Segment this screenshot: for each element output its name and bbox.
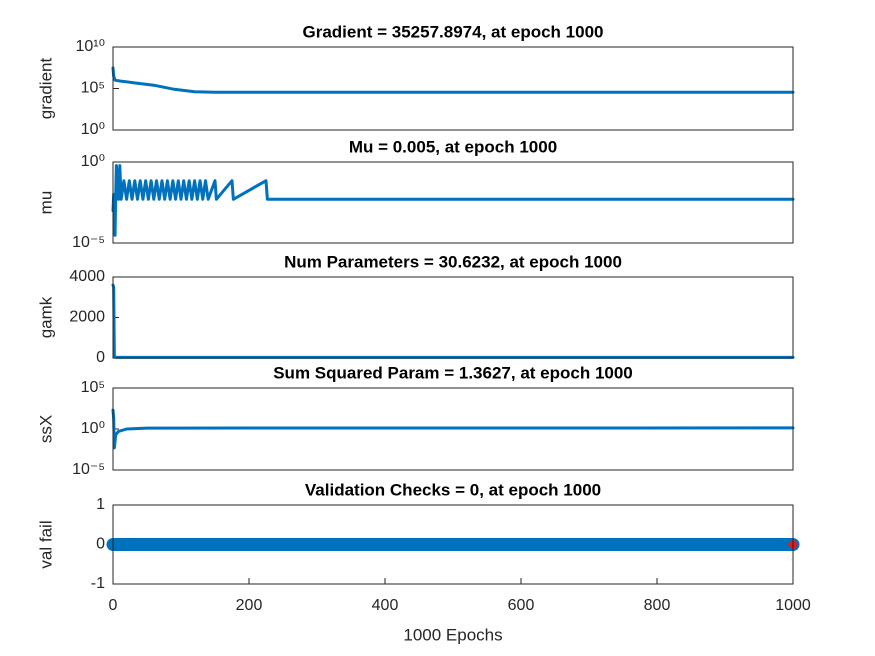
x-tick-label: 600: [508, 597, 535, 614]
y-tick-label: 0: [96, 349, 105, 366]
y-axis-label: gradient: [36, 58, 55, 120]
axes-box: [112, 276, 794, 359]
y-tick-label: 2000: [69, 309, 105, 326]
y-tick-label: 10⁵: [81, 80, 105, 97]
y-tick-label: 10⁰: [81, 121, 105, 138]
x-tick-label: 400: [372, 597, 399, 614]
subplot: Num Parameters = 30.6232, at epoch 1000 g…: [36, 252, 795, 366]
y-tick-label: 10⁰: [81, 153, 105, 170]
y-tick-label: 10⁰: [81, 420, 105, 437]
data-line: [111, 66, 795, 94]
subplot: Mu = 0.005, at epoch 1000 mu 10⁻⁵ 10⁰: [36, 137, 795, 251]
y-tick-label: 10⁵: [81, 379, 105, 396]
y-axis-label: ssX: [36, 415, 55, 443]
subplot: Gradient = 35257.8974, at epoch 1000 grad…: [36, 22, 795, 138]
x-tick-label: 800: [644, 597, 671, 614]
data-line: [111, 164, 795, 237]
subplot-title: Num Parameters = 30.6232, at epoch 1000: [284, 252, 622, 271]
y-tick-label: 10¹⁰: [75, 38, 105, 55]
x-axis-label: 1000 Epochs: [403, 625, 502, 644]
subplot-title: Validation Checks = 0, at epoch 1000: [305, 480, 601, 499]
y-tick-label: 10⁻⁵: [72, 234, 105, 251]
subplot-title: Mu = 0.005, at epoch 1000: [349, 137, 557, 156]
x-tick-label: 200: [236, 597, 263, 614]
x-tick-label: 0: [109, 597, 118, 614]
y-tick-label: 4000: [69, 268, 105, 285]
y-tick-label: 10⁻⁵: [72, 461, 105, 478]
y-axis-label: mu: [36, 191, 55, 215]
axes-box: [112, 46, 794, 131]
y-tick-label: 1: [96, 496, 105, 513]
axes-box: [112, 387, 794, 471]
x-tick-label: 1000: [775, 597, 811, 614]
y-tick-label: 0: [96, 536, 105, 553]
subplot: Sum Squared Param = 1.3627, at epoch 100…: [36, 363, 795, 478]
axes-box: [112, 161, 794, 244]
axes-box: [112, 504, 794, 585]
y-tick-label: -1: [91, 575, 105, 592]
y-axis-label: gamk: [36, 296, 55, 338]
subplot-title: Sum Squared Param = 1.3627, at epoch 100…: [273, 363, 633, 382]
data-line: [111, 408, 795, 450]
y-axis-label: val fail: [36, 520, 55, 568]
data-line: [111, 283, 795, 359]
subplot-title: Gradient = 35257.8974, at epoch 1000: [303, 22, 604, 41]
subplot: Validation Checks = 0, at epoch 1000 val …: [36, 480, 810, 644]
